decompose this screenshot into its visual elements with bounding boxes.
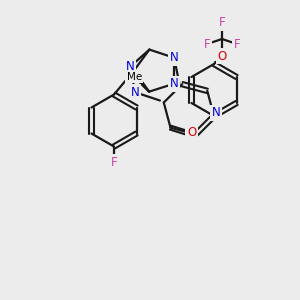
Text: O: O [218,50,226,62]
Text: F: F [204,38,210,50]
Text: F: F [219,16,225,29]
Text: N: N [169,77,178,90]
Text: Me: Me [127,72,142,82]
Text: F: F [234,38,240,50]
Text: N: N [212,106,220,119]
Text: N: N [131,86,140,99]
Text: O: O [187,126,196,139]
Text: F: F [111,156,117,169]
Text: N: N [170,51,178,64]
Text: N: N [126,60,134,74]
